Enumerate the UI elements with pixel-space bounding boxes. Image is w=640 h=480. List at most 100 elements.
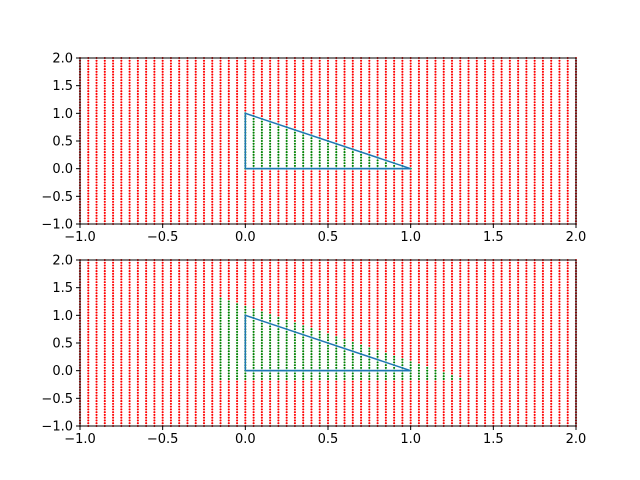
outside-point — [161, 173, 164, 176]
outside-point — [153, 103, 156, 107]
outside-point — [244, 76, 247, 79]
outside-point — [178, 358, 181, 361]
outside-point — [103, 145, 106, 148]
outside-point — [227, 267, 230, 270]
outside-point — [103, 153, 106, 156]
outside-point — [211, 325, 214, 328]
outside-point — [178, 394, 181, 397]
outside-point — [335, 137, 338, 140]
outside-point — [442, 209, 445, 212]
outside-point — [566, 128, 569, 131]
outside-point — [393, 142, 396, 145]
outside-point — [178, 115, 181, 118]
outside-point — [120, 184, 123, 187]
outside-point — [120, 220, 123, 223]
outside-point — [310, 186, 313, 190]
outside-point — [95, 217, 98, 220]
outside-point — [384, 211, 387, 214]
outside-point — [202, 101, 206, 104]
outside-point — [202, 305, 206, 309]
outside-point — [178, 294, 181, 298]
outside-point — [227, 419, 230, 422]
outside-point — [417, 214, 420, 217]
outside-point — [95, 109, 98, 112]
outside-point — [442, 162, 445, 165]
outside-point — [169, 328, 172, 331]
outside-point — [202, 281, 206, 284]
outside-point — [260, 394, 263, 397]
outside-point — [112, 325, 115, 328]
outside-point — [128, 294, 131, 298]
outside-point — [426, 164, 429, 167]
outside-point — [112, 372, 115, 375]
outside-point — [112, 319, 115, 322]
outside-point — [302, 92, 305, 96]
outside-point — [145, 170, 148, 173]
outside-point — [260, 391, 263, 394]
outside-point — [128, 162, 131, 165]
outside-point — [326, 186, 330, 190]
outside-point — [145, 322, 148, 325]
outside-point — [508, 156, 511, 159]
outside-point — [459, 156, 462, 159]
outside-point — [153, 372, 156, 375]
outside-point — [227, 209, 230, 212]
outside-point — [103, 270, 106, 273]
outside-point — [508, 173, 511, 176]
outside-point — [103, 164, 106, 167]
outside-point — [409, 148, 412, 151]
outside-point — [194, 90, 197, 93]
outside-point — [178, 139, 181, 143]
outside-point — [153, 162, 156, 165]
outside-point — [475, 62, 478, 65]
outside-point — [169, 281, 172, 284]
outside-point — [120, 270, 123, 273]
outside-point — [285, 220, 288, 223]
outside-point — [219, 195, 222, 198]
outside-point — [492, 170, 495, 173]
outside-point — [95, 314, 98, 317]
outside-point — [120, 162, 123, 165]
outside-point — [475, 95, 478, 98]
outside-point — [558, 92, 561, 96]
outside-point — [153, 101, 156, 104]
outside-point — [393, 112, 396, 115]
outside-point — [87, 84, 90, 87]
outside-point — [112, 402, 115, 405]
outside-point — [227, 120, 230, 123]
outside-point — [169, 131, 172, 134]
outside-point — [87, 81, 90, 84]
outside-point — [318, 73, 321, 76]
outside-point — [103, 364, 106, 367]
outside-point — [211, 128, 214, 131]
outside-point — [186, 405, 189, 408]
outside-point — [434, 175, 437, 179]
outside-point — [186, 153, 189, 156]
outside-point — [252, 286, 255, 289]
outside-point — [120, 156, 123, 159]
outside-point — [335, 101, 338, 104]
outside-point — [393, 192, 396, 195]
outside-point — [128, 289, 131, 292]
outside-point — [161, 148, 164, 151]
outside-point — [409, 220, 412, 223]
outside-point — [136, 178, 139, 181]
outside-point — [153, 173, 156, 176]
outside-point — [475, 128, 478, 131]
outside-point — [153, 214, 156, 217]
outside-point — [566, 151, 569, 154]
outside-point — [186, 217, 189, 220]
outside-point — [409, 90, 412, 93]
outside-point — [236, 181, 239, 184]
outside-point — [128, 377, 131, 381]
outside-point — [326, 68, 330, 71]
outside-point — [136, 134, 139, 137]
outside-point — [178, 325, 181, 328]
inside-point — [269, 131, 272, 134]
outside-point — [202, 198, 206, 201]
outside-point — [202, 383, 206, 386]
outside-point — [178, 336, 181, 339]
outside-point — [227, 65, 230, 68]
outside-point — [434, 192, 437, 195]
outside-point — [194, 336, 197, 339]
